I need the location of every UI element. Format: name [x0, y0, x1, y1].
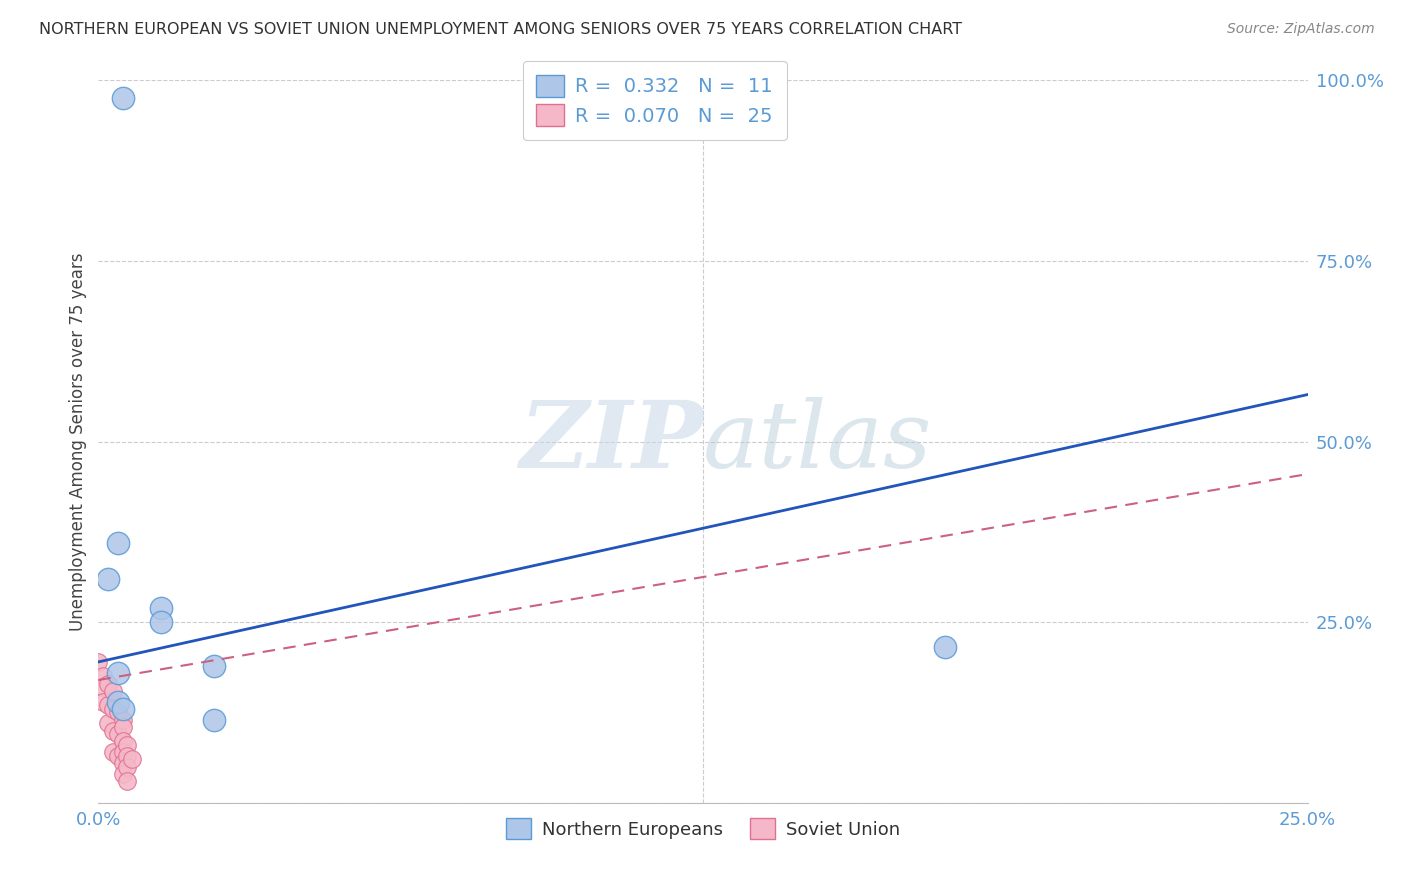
Text: Source: ZipAtlas.com: Source: ZipAtlas.com — [1227, 22, 1375, 37]
Point — [91, 669, 114, 683]
Text: NORTHERN EUROPEAN VS SOVIET UNION UNEMPLOYMENT AMONG SENIORS OVER 75 YEARS CORRE: NORTHERN EUROPEAN VS SOVIET UNION UNEMPL… — [39, 22, 963, 37]
Point — [87, 655, 110, 669]
Point — [101, 723, 124, 738]
Point — [117, 738, 139, 752]
Point — [111, 745, 134, 759]
Point — [150, 600, 173, 615]
Point — [121, 752, 143, 766]
Point — [97, 676, 120, 690]
Point — [101, 745, 124, 759]
Text: atlas: atlas — [703, 397, 932, 486]
Point — [111, 713, 134, 727]
Point — [107, 665, 129, 680]
Point — [111, 756, 134, 770]
Point — [117, 748, 139, 763]
Point — [101, 702, 124, 716]
Point — [107, 695, 129, 709]
Point — [934, 640, 956, 655]
Point — [107, 535, 129, 549]
Point — [111, 702, 134, 716]
Point — [107, 748, 129, 763]
Point — [111, 767, 134, 781]
Point — [111, 91, 134, 105]
Point — [117, 774, 139, 789]
Point — [97, 716, 120, 731]
Text: ZIP: ZIP — [519, 397, 703, 486]
Legend: Northern Europeans, Soviet Union: Northern Europeans, Soviet Union — [496, 809, 910, 848]
Point — [107, 727, 129, 741]
Point — [91, 680, 114, 694]
Point — [204, 713, 226, 727]
Point — [97, 698, 120, 713]
Y-axis label: Unemployment Among Seniors over 75 years: Unemployment Among Seniors over 75 years — [69, 252, 87, 631]
Point — [150, 615, 173, 630]
Point — [97, 572, 120, 586]
Point — [204, 658, 226, 673]
Point — [91, 695, 114, 709]
Point — [107, 706, 129, 720]
Point — [111, 734, 134, 748]
Point — [111, 720, 134, 734]
Point — [101, 683, 124, 698]
Point — [117, 760, 139, 774]
